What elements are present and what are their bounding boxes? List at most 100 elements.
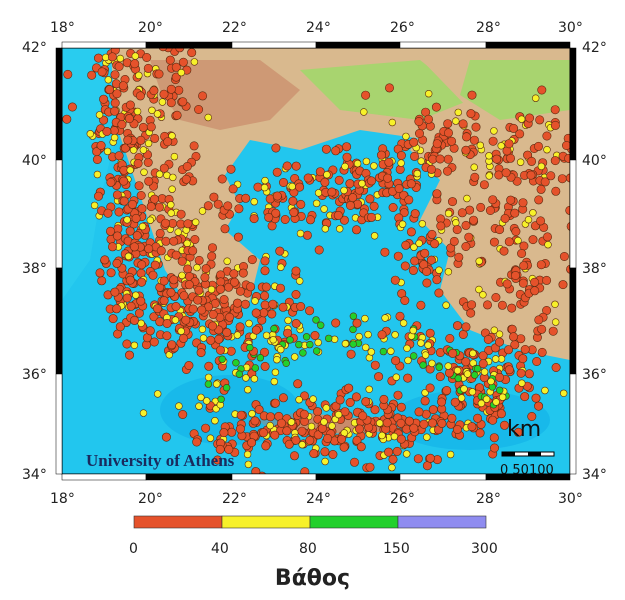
earthquake-point: [298, 441, 306, 449]
earthquake-point: [417, 157, 425, 165]
earthquake-point: [495, 225, 505, 235]
earthquake-point: [183, 219, 193, 229]
earthquake-point: [537, 85, 547, 95]
earthquake-point: [286, 336, 294, 344]
earthquake-point: [454, 374, 462, 383]
earthquake-point: [445, 333, 455, 343]
earthquake-point: [345, 201, 355, 211]
earthquake-point: [203, 397, 211, 405]
earthquake-point: [66, 0, 74, 1]
earthquake-point: [534, 195, 544, 205]
lat-label-right: 34°: [582, 467, 607, 483]
earthquake-point: [166, 98, 176, 108]
earthquake-point: [303, 173, 313, 183]
earthquake-point: [379, 394, 389, 404]
earthquake-point: [435, 372, 445, 382]
earthquake-point: [431, 102, 441, 112]
earthquake-point: [404, 195, 414, 205]
earthquake-point: [381, 314, 389, 322]
earthquake-point: [227, 427, 237, 437]
earthquake-point: [328, 449, 338, 459]
frame-bar-segment: [485, 41, 571, 49]
earthquake-point: [426, 255, 436, 265]
earthquake-point: [467, 422, 477, 432]
earthquake-point: [184, 280, 194, 290]
earthquake-point: [291, 266, 301, 276]
earthquake-point: [590, 104, 598, 112]
lon-label-bottom: 24°: [306, 491, 331, 507]
earthquake-point: [137, 277, 147, 287]
earthquake-point: [449, 236, 459, 246]
earthquake-point: [339, 215, 349, 225]
earthquake-point: [503, 345, 513, 355]
earthquake-point: [170, 152, 179, 161]
earthquake-point: [67, 102, 77, 112]
earthquake-point: [473, 365, 482, 373]
earthquake-point: [408, 265, 418, 275]
earthquake-point: [222, 327, 232, 337]
earthquake-point: [461, 220, 471, 230]
earthquake-point: [95, 268, 105, 278]
earthquake-point: [272, 191, 282, 201]
lat-label-right: 38°: [582, 261, 607, 277]
earthquake-point: [136, 296, 146, 306]
earthquake-point: [488, 136, 498, 146]
earthquake-point: [410, 209, 420, 219]
earthquake-point: [130, 242, 140, 252]
map-area: [62, 0, 608, 474]
frame-bar-segment: [231, 41, 317, 49]
earthquake-point: [379, 347, 388, 356]
earthquake-point: [409, 326, 417, 335]
lon-label-top: 20°: [138, 20, 163, 36]
earthquake-point: [401, 240, 411, 250]
earthquake-point: [138, 122, 148, 132]
earthquake-point: [473, 413, 483, 423]
legend-break-label: 0: [129, 541, 138, 557]
earthquake-point: [291, 161, 301, 171]
earthquake-point: [264, 212, 274, 222]
frame-bar-segment: [55, 47, 63, 161]
earthquake-point: [345, 179, 355, 189]
earthquake-point: [219, 294, 229, 304]
earthquake-point: [154, 202, 164, 212]
earthquake-point: [217, 174, 227, 184]
earthquake-point: [251, 364, 260, 372]
earthquake-point: [499, 246, 509, 256]
earthquake-point: [442, 166, 452, 176]
earthquake-point: [291, 435, 301, 445]
earthquake-point: [197, 393, 205, 402]
earthquake-point: [331, 401, 341, 411]
earthquake-point: [296, 301, 306, 311]
earthquake-point: [87, 70, 97, 80]
earthquake-point: [550, 105, 560, 115]
earthquake-point: [305, 215, 315, 225]
earthquake-point: [143, 158, 153, 168]
earthquake-point: [104, 76, 113, 84]
earthquake-point: [527, 156, 537, 166]
frame-bar-segment: [315, 473, 401, 481]
frame-bar-segment: [399, 41, 487, 49]
earthquake-point: [246, 282, 256, 292]
earthquake-point: [169, 12, 177, 20]
earthquake-point: [144, 139, 153, 148]
earthquake-point: [211, 417, 219, 425]
earthquake-point: [112, 89, 122, 99]
earthquake-point: [345, 397, 355, 407]
earthquake-point: [387, 347, 395, 355]
earthquake-point: [183, 239, 191, 248]
earthquake-point: [600, 238, 608, 246]
earthquake-point: [536, 184, 546, 194]
earthquake-point: [174, 228, 182, 236]
earthquake-point: [464, 232, 474, 242]
earthquake-point: [166, 287, 176, 297]
earthquake-point: [396, 434, 406, 444]
earthquake-point: [148, 270, 158, 280]
earthquake-point: [269, 336, 277, 344]
earthquake-point: [435, 266, 443, 274]
earthquake-point: [194, 105, 204, 115]
earthquake-point: [130, 315, 140, 325]
earthquake-point: [309, 448, 319, 458]
earthquake-point: [245, 319, 253, 328]
earthquake-point: [435, 154, 445, 164]
earthquake-point: [489, 237, 499, 247]
